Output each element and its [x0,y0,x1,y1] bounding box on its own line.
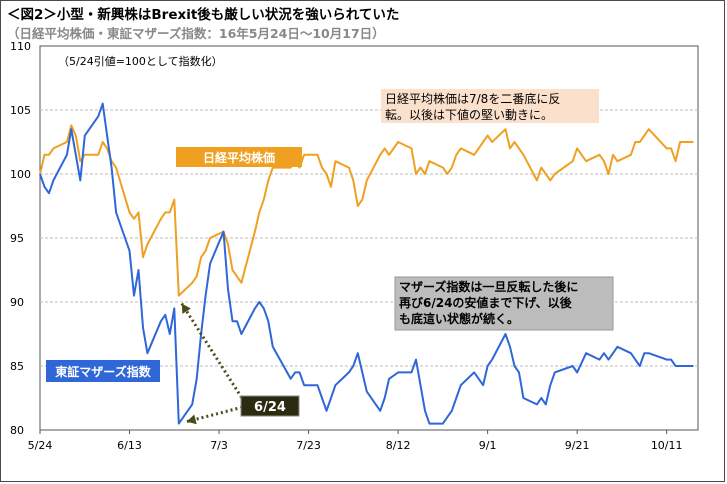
x-tick-label: 6/13 [117,439,142,452]
x-tick-label: 8/12 [386,439,411,452]
chart-title: ＜図2＞小型・新興株はBrexit後も厳しい状況を強いられていた [7,7,400,23]
arrow-to-nikkei [180,302,249,407]
x-tick-label: 7/3 [210,439,228,452]
arrow-to-mothers [186,404,248,424]
x-tick-label: 5/24 [28,439,53,452]
arrow-to-nikkei-head [181,303,191,314]
nikkei-label: 日経平均株価 [203,150,275,165]
y-tick-label: 90 [10,296,24,309]
nikkei-annotation-text: 転。以後は下値の堅い動きに。 [385,107,553,122]
y-tick-label: 95 [10,232,24,245]
index-note: （5/24引値=100として指数化） [58,54,223,68]
arrow-to-mothers-head [186,414,197,425]
mothers-annotation-text: も底這い状態が続く。 [399,311,519,326]
nikkei-annotation-text: 日経平均株価は7/8を二番底に反 [385,91,560,106]
nikkei-annotation-box [381,89,599,123]
chart-subtitle: （日経平均株価・東証マザーズ指数：16年5月24日〜10月17日） [7,26,385,41]
mothers-label: 東証マザーズ指数 [55,364,151,379]
date-callout-label: 6/24 [254,400,286,415]
y-tick-label: 110 [10,40,31,53]
mothers-annotation-text: マザーズ指数は一旦反転した後に [399,279,578,294]
x-tick-label: 9/1 [479,439,497,452]
nikkei-label-box [176,147,302,167]
mothers-annotation-text: 再び6/24の安値まで下げ、以後 [399,295,573,310]
x-tick-label: 10/11 [651,439,683,452]
x-tick-label: 9/21 [565,439,590,452]
mothers-annotation-box [394,276,614,331]
y-tick-label: 100 [10,168,31,181]
mothers-series-line [39,102,694,425]
y-tick-label: 80 [10,424,24,437]
y-tick-label: 105 [10,104,31,117]
x-tick-label: 7/23 [296,439,321,452]
y-tick-label: 85 [10,360,24,373]
date-callout-box [240,395,300,417]
mothers-label-box [46,360,160,382]
nikkei-series-line [39,124,694,297]
